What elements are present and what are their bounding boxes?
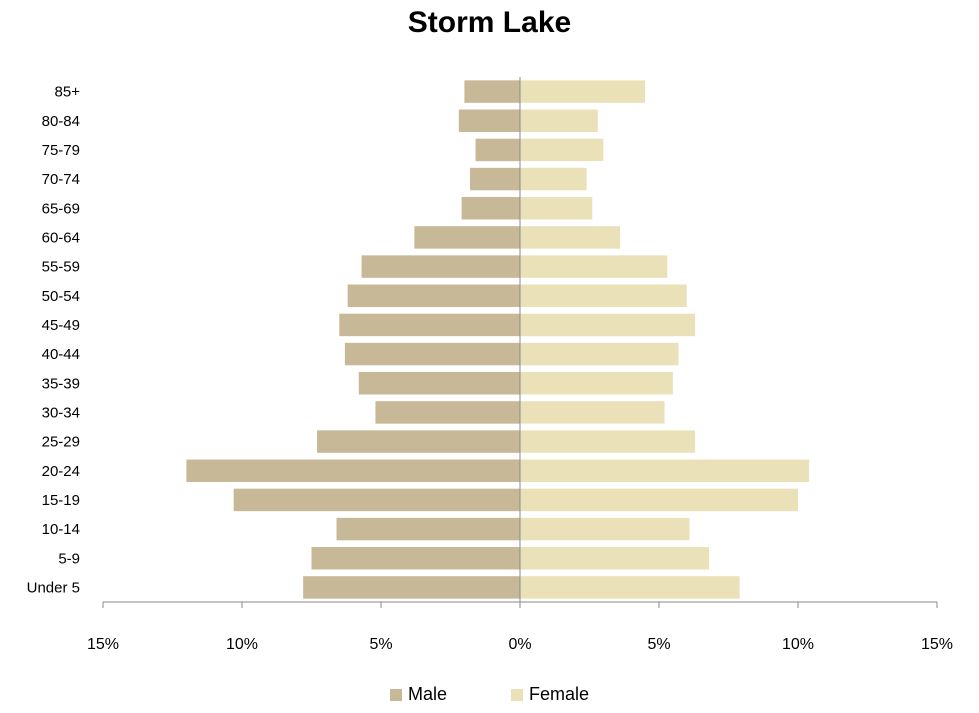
category-label: 70-74 <box>42 171 80 188</box>
bar-female-Under 5 <box>520 576 740 599</box>
bar-male-45-49 <box>339 313 520 337</box>
category-label: 65-69 <box>42 200 80 217</box>
bar-male-15-19 <box>233 488 520 512</box>
bar-male-40-44 <box>344 342 520 366</box>
category-label: 30-34 <box>42 404 80 421</box>
category-label: 85+ <box>55 84 81 101</box>
category-label: 45-49 <box>42 317 80 334</box>
bar-female-50-54 <box>520 284 687 307</box>
bar-female-45-49 <box>520 313 696 337</box>
bar-male-85+ <box>464 80 520 103</box>
bar-female-10-14 <box>520 517 690 541</box>
bar-male-35-39 <box>358 372 520 395</box>
bar-male-75-79 <box>475 138 520 162</box>
category-axis: Under 5 5-9 10-14 15-19 20-24 25-29 30-34 35-39… <box>27 84 81 597</box>
legend-label-male: Male <box>407 684 447 704</box>
bar-male-Under 5 <box>303 576 520 599</box>
x-axis: 15% 10% 5% 0% 5% 10% 15% <box>87 77 953 653</box>
bar-male-5-9 <box>311 547 520 570</box>
category-label: 50-54 <box>42 288 80 305</box>
x-tick-label: 5% <box>369 636 392 653</box>
bar-male-70-74 <box>469 167 520 191</box>
bar-female-70-74 <box>520 167 587 191</box>
bar-female-55-59 <box>520 255 668 278</box>
x-tick-label: 15% <box>87 636 119 653</box>
bar-female-40-44 <box>520 342 679 366</box>
bar-male-80-84 <box>458 109 520 132</box>
bar-female-75-79 <box>520 138 604 162</box>
legend-label-female: Female <box>528 684 590 704</box>
category-label: 40-44 <box>42 346 80 363</box>
bars-layer <box>186 80 810 599</box>
legend: Male Female <box>0 684 979 705</box>
x-tick-label: 10% <box>782 636 814 653</box>
x-tick-label: 5% <box>647 636 670 653</box>
bar-male-65-69 <box>461 197 520 220</box>
legend-swatch-female <box>510 688 523 701</box>
bar-female-30-34 <box>520 401 665 424</box>
category-label: 75-79 <box>42 142 80 159</box>
bar-female-20-24 <box>520 459 810 482</box>
bar-female-60-64 <box>520 226 621 249</box>
category-label: 5-9 <box>58 550 80 567</box>
category-label: 35-39 <box>42 375 80 392</box>
x-tick-label: 10% <box>226 636 258 653</box>
bar-male-55-59 <box>361 255 520 278</box>
bar-female-35-39 <box>520 372 673 395</box>
bar-female-85+ <box>520 80 646 103</box>
category-label: 25-29 <box>42 434 80 451</box>
bar-male-60-64 <box>414 226 520 249</box>
legend-item-male: Male <box>389 684 447 705</box>
category-label: 20-24 <box>42 463 80 480</box>
category-label: 80-84 <box>42 113 80 130</box>
category-label: Under 5 <box>27 579 80 596</box>
category-label: 15-19 <box>42 492 80 509</box>
category-label: 55-59 <box>42 259 80 276</box>
bar-female-5-9 <box>520 547 710 570</box>
bar-male-20-24 <box>186 459 520 482</box>
bar-female-15-19 <box>520 488 798 512</box>
x-tick-label: 15% <box>921 636 953 653</box>
bar-male-10-14 <box>336 517 520 541</box>
category-label: 60-64 <box>42 229 80 246</box>
bar-female-25-29 <box>520 430 696 453</box>
bar-female-80-84 <box>520 109 598 132</box>
bar-male-25-29 <box>317 430 520 453</box>
bar-male-50-54 <box>347 284 520 307</box>
chart-title: Storm Lake <box>407 6 572 39</box>
bar-female-65-69 <box>520 197 593 220</box>
x-tick-label: 0% <box>508 636 531 653</box>
legend-item-female: Female <box>510 684 590 705</box>
legend-swatch-male <box>389 688 402 701</box>
bar-male-30-34 <box>375 401 520 424</box>
category-label: 10-14 <box>42 521 80 538</box>
